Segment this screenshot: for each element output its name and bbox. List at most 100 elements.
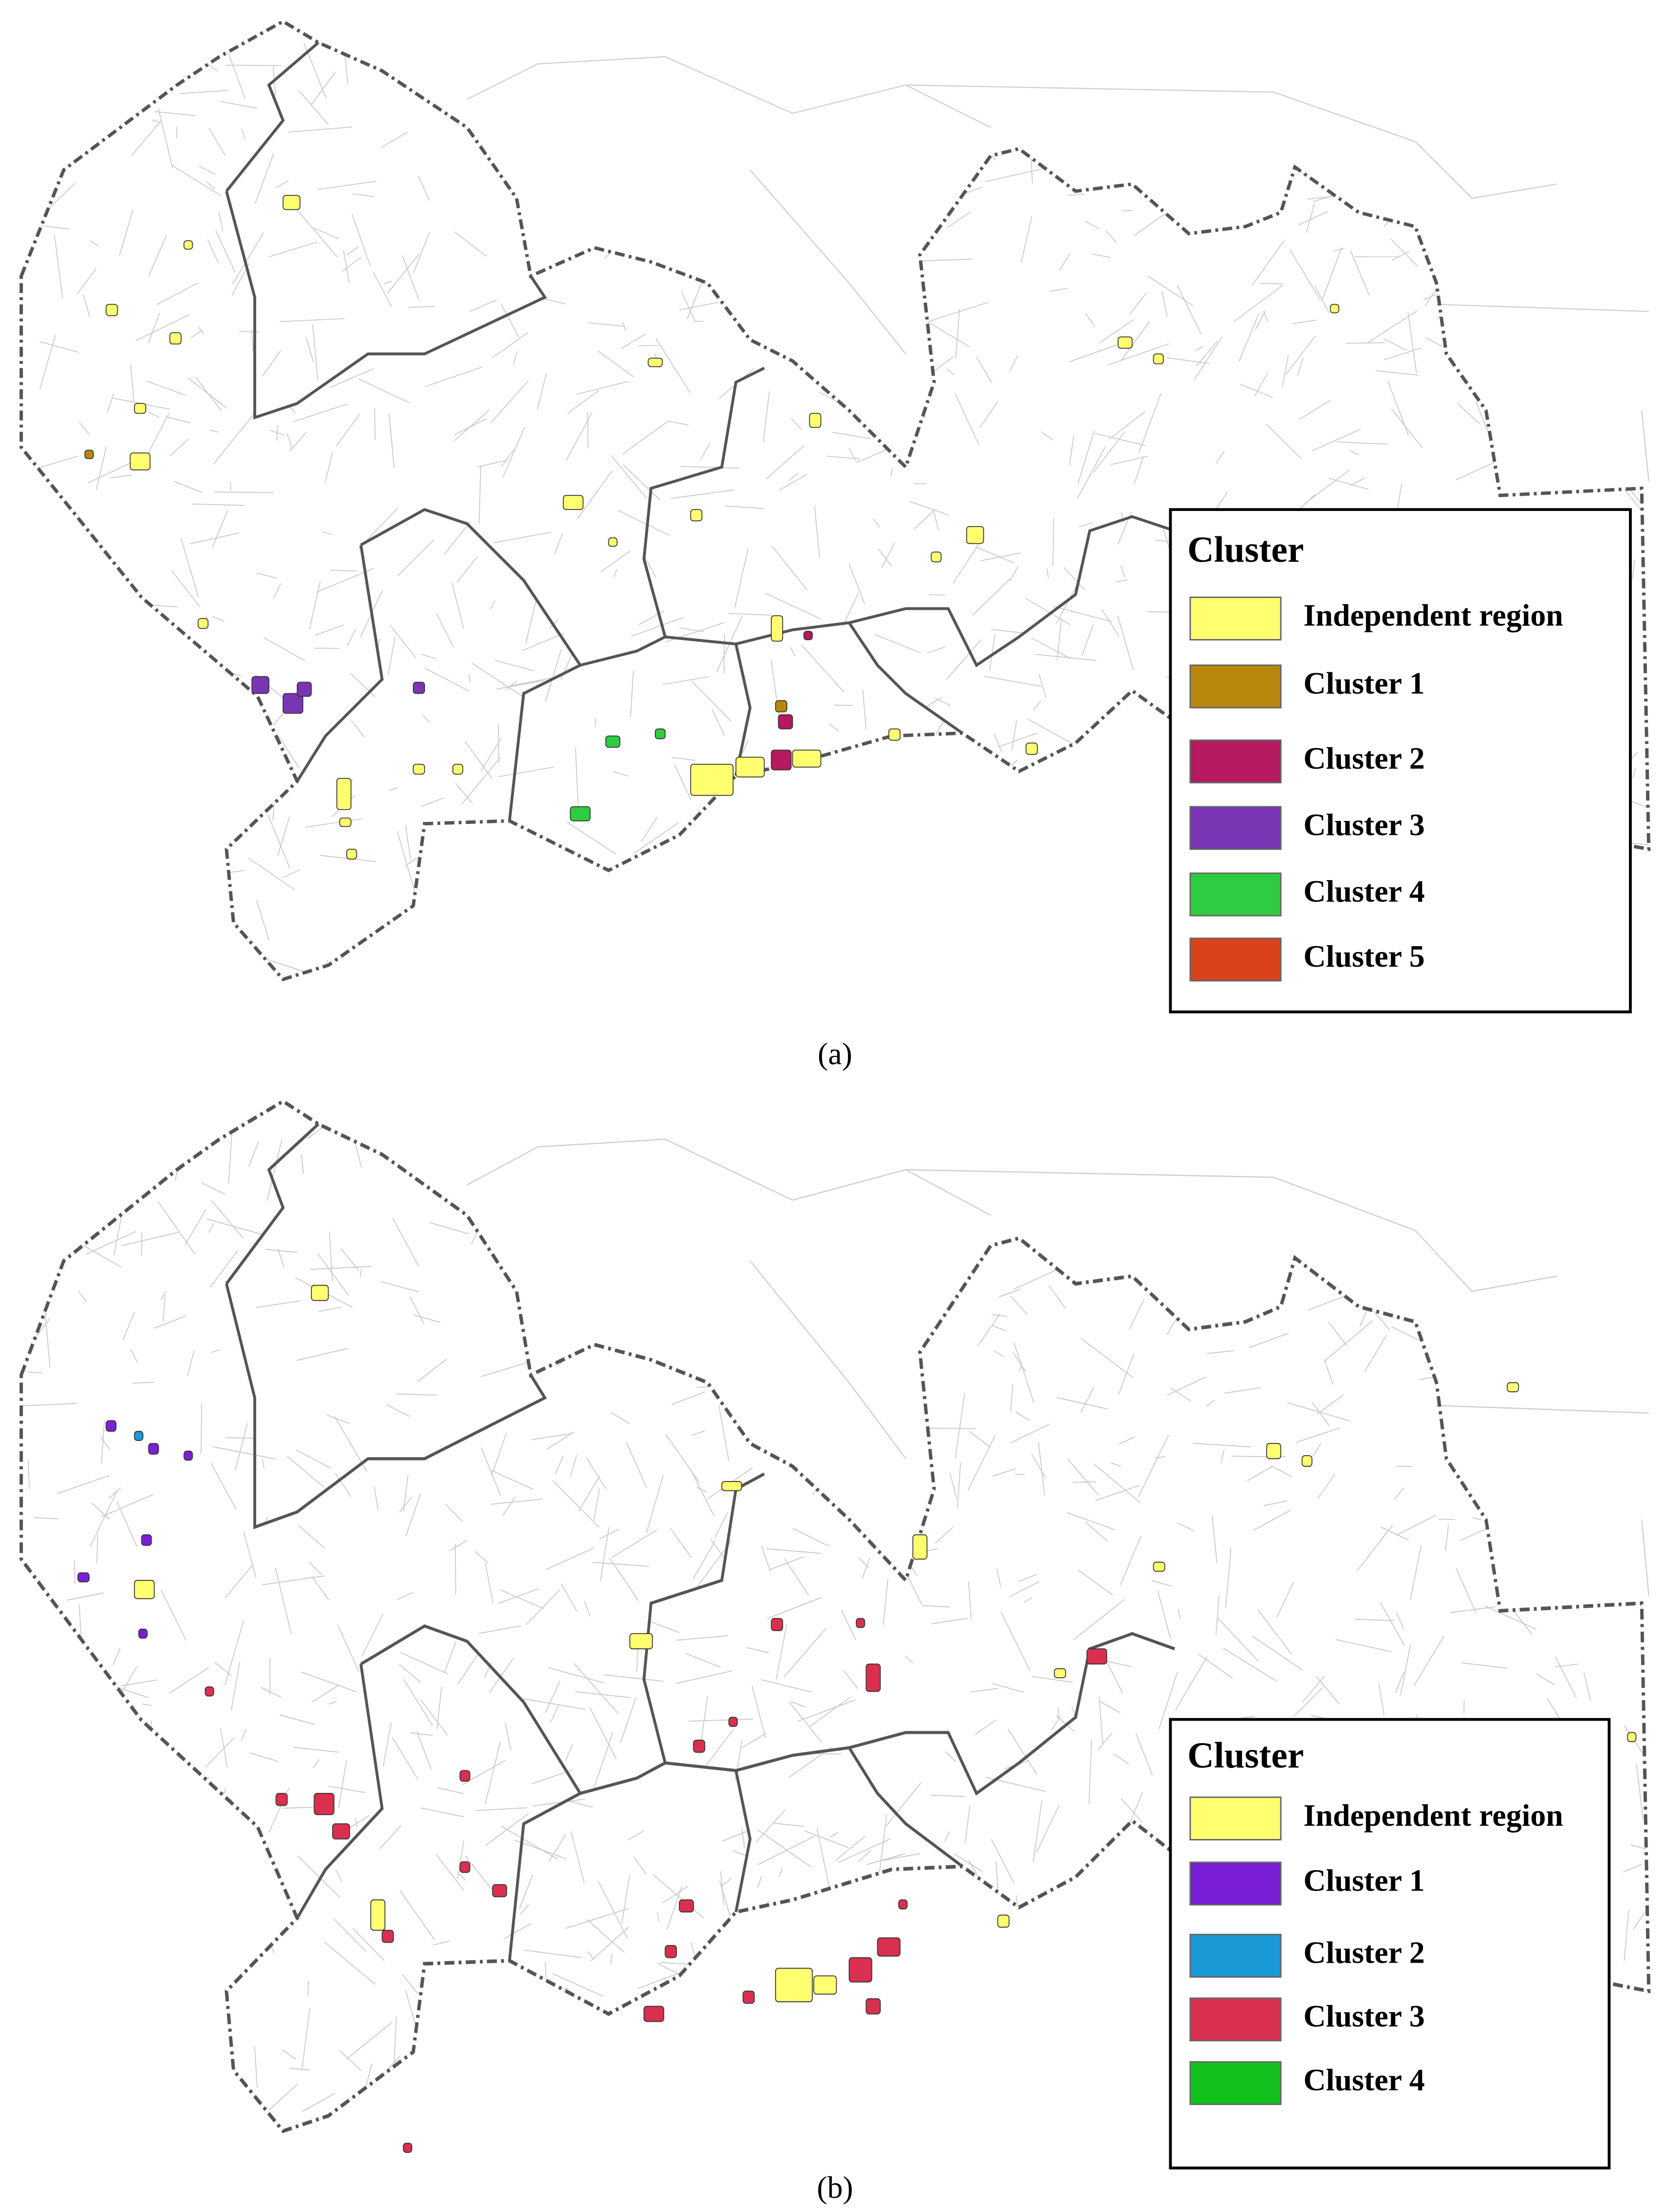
road [909, 501, 949, 516]
road [277, 817, 290, 856]
road [968, 1581, 972, 1620]
road [1378, 1683, 1385, 1715]
road [1109, 411, 1146, 440]
road [718, 1405, 730, 1461]
road [67, 1592, 104, 1601]
road [34, 1517, 59, 1520]
road [305, 818, 362, 828]
road [215, 230, 236, 272]
road [251, 330, 254, 352]
road [603, 1674, 664, 1682]
legend-label: Cluster 5 [1303, 939, 1425, 973]
road [337, 1624, 359, 1672]
road [405, 1493, 421, 1536]
road [584, 1601, 591, 1617]
road [174, 481, 203, 493]
road [1335, 1639, 1392, 1652]
road [757, 1875, 762, 1888]
road [841, 1609, 857, 1640]
road [1129, 292, 1147, 314]
road [546, 1547, 595, 1570]
road [1349, 477, 1366, 487]
road [503, 1923, 532, 1939]
road [646, 1475, 664, 1533]
road [501, 1825, 558, 1859]
road [498, 1588, 539, 1604]
road [296, 1348, 348, 1361]
road [101, 1421, 105, 1464]
road [1094, 433, 1146, 446]
road [1376, 370, 1419, 376]
road [1198, 1654, 1233, 1679]
road [400, 1652, 449, 1675]
road [1117, 615, 1134, 670]
road [686, 1653, 721, 1668]
legend-swatch [1189, 1861, 1282, 1906]
road [36, 455, 79, 469]
road [882, 1853, 920, 1861]
road [1059, 253, 1070, 271]
road [1251, 239, 1286, 286]
road [273, 583, 282, 598]
road [1450, 1606, 1495, 1614]
legend-swatch [1189, 1997, 1282, 2041]
road [162, 1294, 166, 1322]
road [761, 1546, 771, 1572]
road [784, 1558, 809, 1596]
cluster-region [492, 1884, 507, 1898]
road [467, 1138, 991, 1216]
road [1310, 1714, 1324, 1719]
road [1632, 768, 1636, 778]
district-boundary [848, 1747, 963, 1868]
cluster-region [282, 195, 301, 210]
road [1031, 1454, 1046, 1479]
cluster-region [183, 1450, 193, 1461]
legend-swatch [1189, 937, 1282, 982]
road [179, 90, 229, 94]
road [1078, 1570, 1113, 1596]
road [1105, 1660, 1132, 1667]
road [199, 165, 216, 175]
road [586, 1457, 606, 1489]
road [338, 1760, 347, 1809]
road [1027, 718, 1080, 748]
cluster-region [84, 449, 94, 459]
road [421, 797, 445, 807]
road [380, 1281, 419, 1292]
road [467, 56, 991, 128]
road [275, 180, 289, 189]
road [691, 681, 732, 722]
cluster-region [141, 1534, 152, 1546]
road [77, 268, 97, 295]
road [765, 593, 821, 619]
road [156, 282, 199, 306]
road [665, 1434, 700, 1483]
road [1224, 1387, 1261, 1394]
cluster-region [813, 1975, 837, 1995]
road [1322, 247, 1342, 300]
road [700, 443, 710, 460]
road [232, 232, 264, 285]
road [1257, 1609, 1292, 1655]
road [1134, 456, 1144, 484]
road [383, 280, 392, 285]
road [1157, 1590, 1171, 1639]
road [756, 1810, 785, 1843]
road [946, 368, 955, 376]
road [91, 1502, 110, 1520]
road [1248, 1332, 1289, 1348]
road [417, 1731, 432, 1770]
road [712, 709, 725, 736]
road [361, 1614, 384, 1657]
road [757, 1835, 816, 1865]
road [350, 673, 376, 698]
road [180, 538, 199, 597]
road [74, 1561, 75, 1584]
road [330, 368, 375, 388]
road [593, 1488, 600, 1521]
road [208, 128, 226, 156]
road [1178, 1523, 1194, 1531]
district-boundary [735, 1770, 752, 1913]
road [1270, 1465, 1292, 1478]
road [397, 1592, 413, 1600]
